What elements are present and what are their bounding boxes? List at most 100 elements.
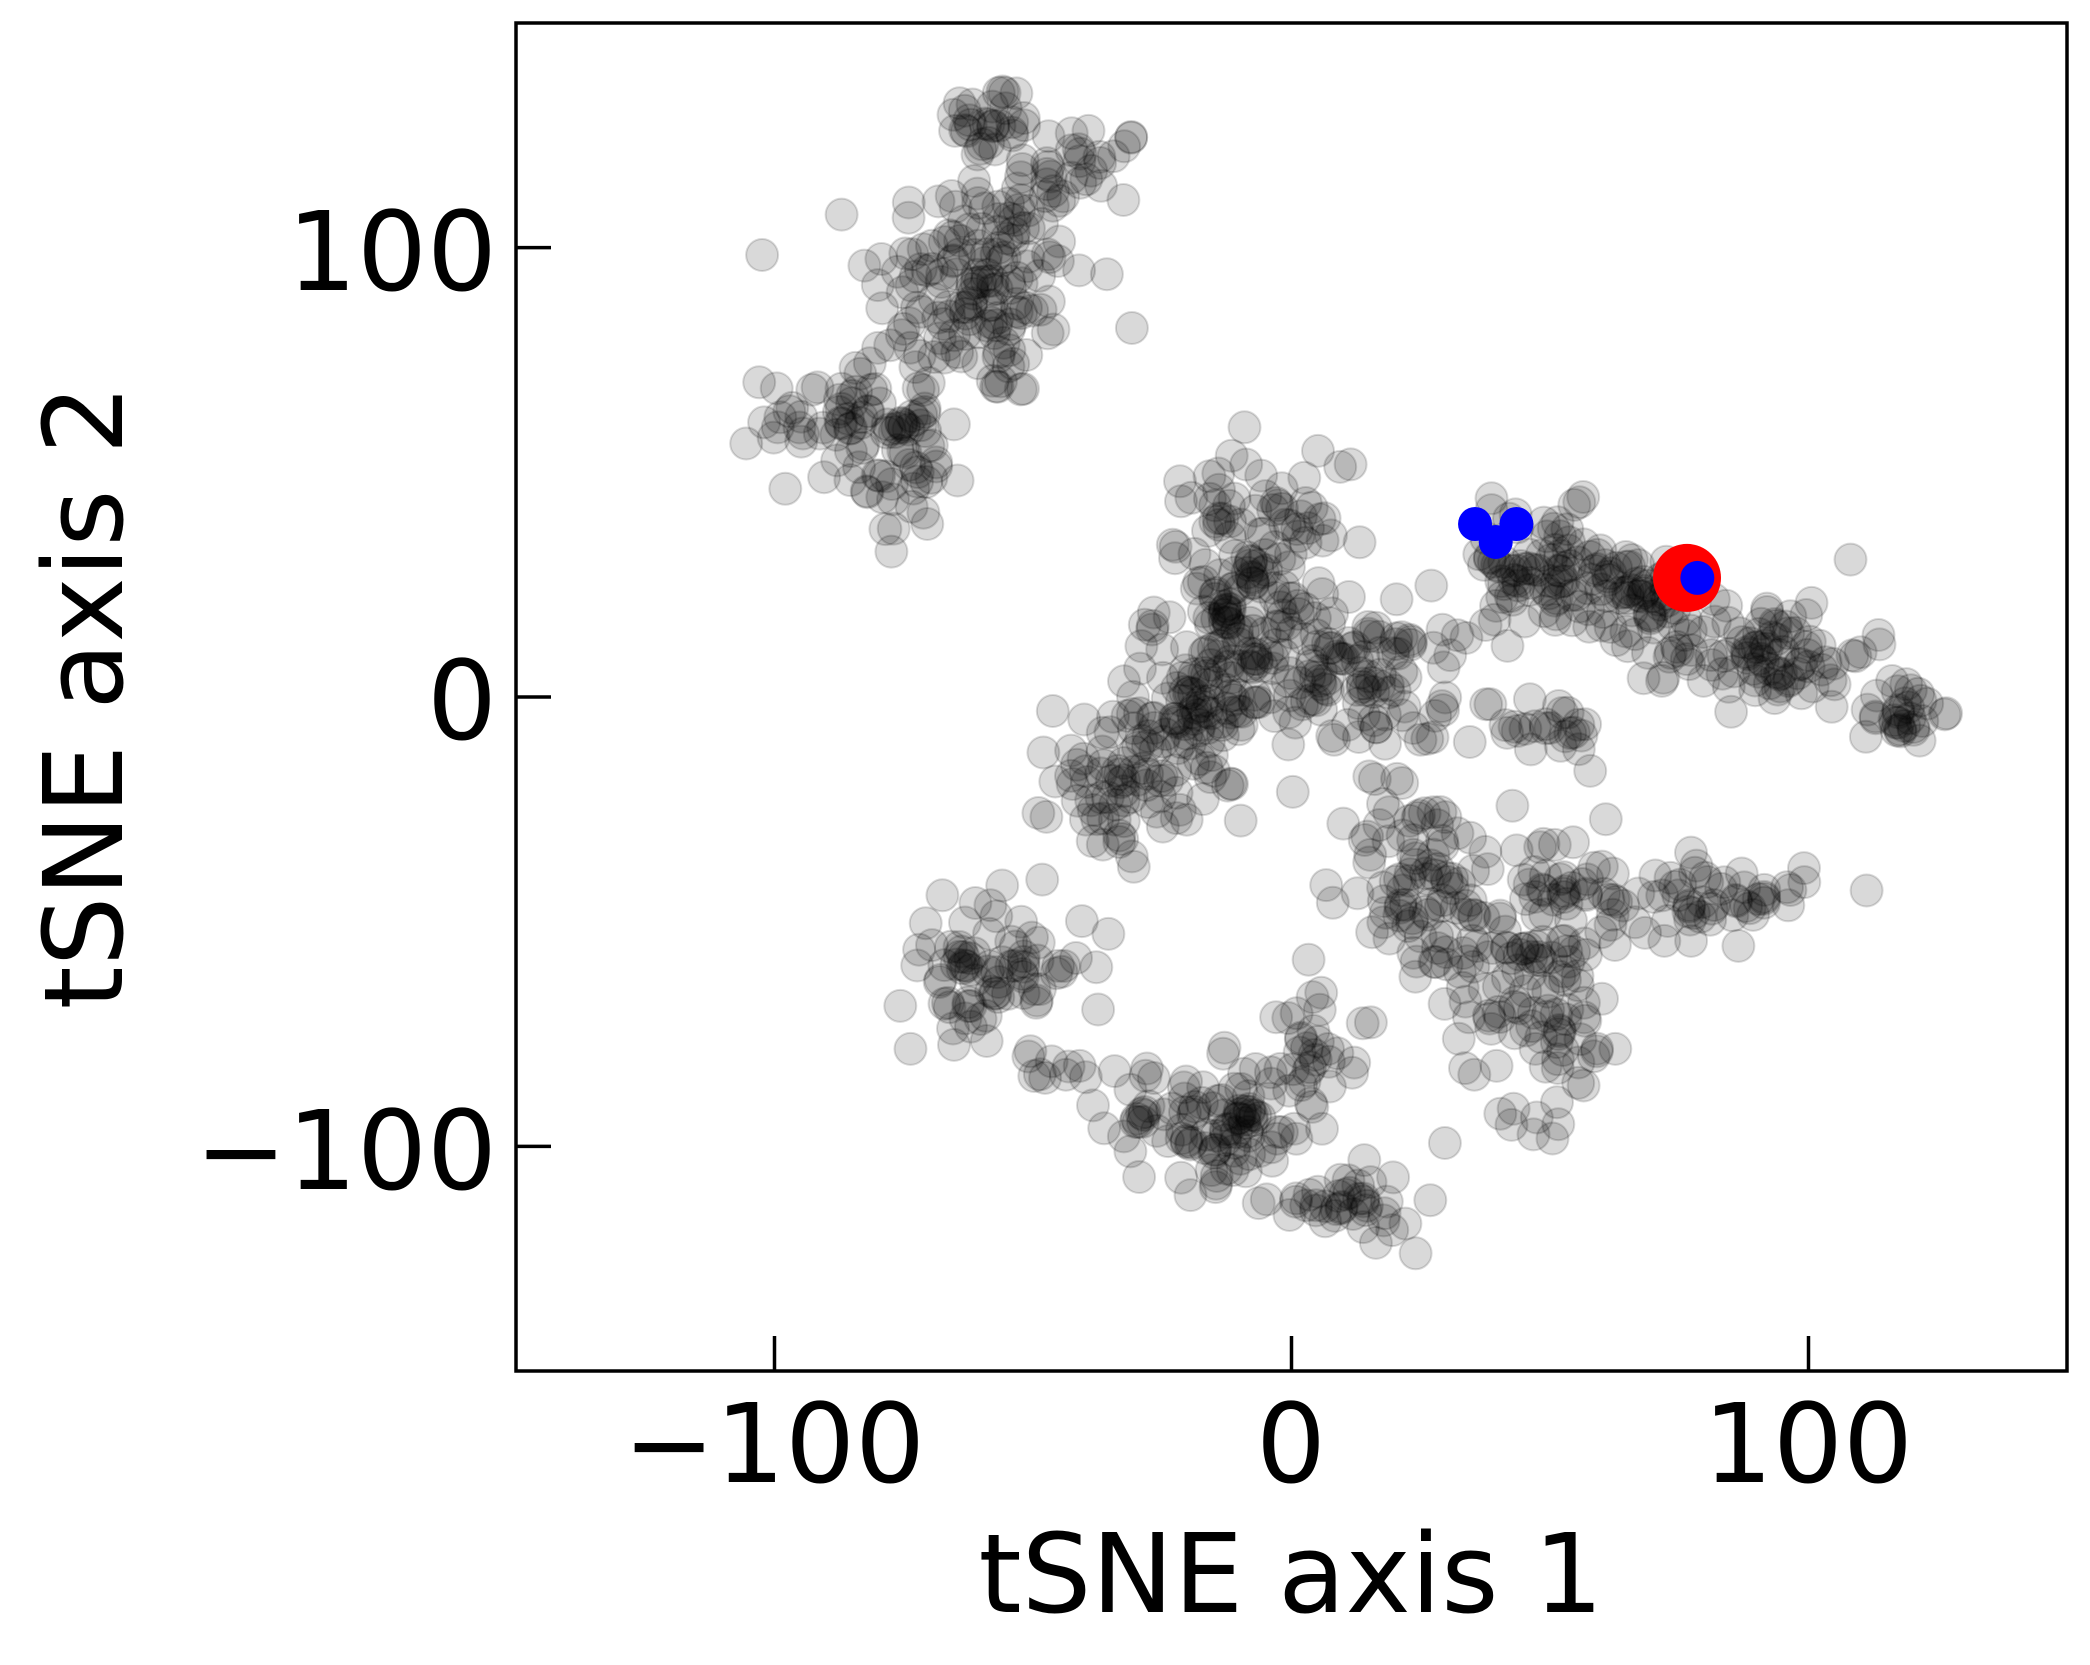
scatter-point [864,242,899,276]
scatter-point [1577,850,1612,885]
scatter-point [1369,1184,1404,1219]
scatter-point [1663,867,1698,902]
scatter-point [1207,589,1242,624]
scatter-point [802,416,837,451]
scatter-point [948,296,983,331]
scatter-point [1328,1177,1363,1212]
scatter-point [944,934,979,969]
scatter-point [1113,780,1148,815]
scatter-point [1126,1098,1161,1133]
scatter-point [1362,668,1397,703]
scatter-point [1165,660,1200,695]
scatter-point [1214,695,1249,730]
scatter-point [1010,249,1044,284]
scatter-point [895,237,930,272]
scatter-point [1036,312,1071,347]
scatter-point [1661,633,1695,668]
scatter-point [1213,504,1248,539]
scatter-point [1545,876,1580,911]
scatter-point [1159,705,1194,740]
scatter-point [1881,695,1916,730]
scatter-point [1345,1006,1380,1041]
scatter-point [1392,803,1427,838]
scatter-point [1337,630,1372,665]
scatter-point [946,204,981,239]
scatter-point [1263,590,1298,625]
scatter-point [1243,516,1278,551]
scatter-point [1704,871,1739,906]
scatter-point [1597,928,1632,962]
scatter-point [1893,673,1928,708]
scatter-point [1517,855,1552,889]
scatter-point [1481,969,1516,1004]
scatter-point [1223,803,1258,838]
scatter-point [1340,672,1374,707]
scatter-point [1610,629,1645,664]
scatter-point [1319,639,1354,674]
scatter-point [1310,626,1345,661]
scatter-point [1341,1168,1376,1203]
scatter-point [1202,628,1237,663]
scatter-point [1613,572,1648,607]
scatter-point [1198,1170,1233,1205]
scatter-point [1407,796,1442,831]
scatter-point [1145,660,1180,695]
scatter-point [1352,619,1387,654]
scatter-point [1272,695,1306,730]
scatter-point [992,333,1027,368]
scatter-point [1295,1089,1330,1124]
scatter-point [1198,488,1233,523]
scatter-point [1295,644,1329,678]
scatter-point [1216,682,1251,717]
scatter-point [911,365,946,400]
scatter-point [1520,943,1554,978]
scatter-point [1223,507,1258,542]
scatter-point [1070,765,1105,799]
scatter-point [933,929,968,964]
scatter-point [1546,564,1581,598]
scatter-point [1292,1177,1327,1212]
scatter-point [1583,533,1618,568]
scatter-point [1556,825,1591,860]
scatter-point [1530,999,1565,1034]
scatter-point [1283,1022,1318,1057]
scatter-point [1426,883,1460,918]
scatter-point [876,511,911,546]
scatter-point [1508,974,1543,1009]
scatter-point [1474,1011,1509,1046]
scatter-point [1448,1051,1482,1086]
scatter-point [1107,129,1142,164]
scatter-point [1533,710,1568,745]
scatter-point [936,97,971,132]
scatter-point [1442,954,1477,989]
scatter-point [1199,1118,1234,1153]
scatter-point [729,426,764,461]
scatter-point [1366,884,1401,919]
scatter-point [1297,1037,1332,1072]
scatter-point [1042,224,1077,259]
scatter-point [1002,192,1037,227]
scatter-point [1615,593,1649,628]
scatter-point [1159,704,1194,738]
scatter-point [1135,701,1170,736]
scatter-point [1256,570,1291,605]
scatter-point [1213,520,1247,555]
scatter-point [1625,579,1660,614]
scatter-point [1175,695,1210,730]
scatter-point [1502,937,1537,972]
scatter-point [1858,699,1893,734]
scatter-point [948,290,983,325]
scatter-point [1150,763,1185,798]
scatter-point [994,115,1029,150]
scatter-point [1679,848,1714,883]
scatter-point [1538,602,1573,637]
scatter-point [1396,935,1431,970]
scatter-point [1423,795,1458,830]
scatter-point [1483,1096,1518,1131]
scatter-point [1526,971,1561,1005]
scatter-point [1671,894,1706,929]
scatter-point [1518,1031,1553,1066]
scatter-point [1298,1042,1333,1077]
scatter-point [1715,898,1750,933]
scatter-point [1433,638,1468,673]
